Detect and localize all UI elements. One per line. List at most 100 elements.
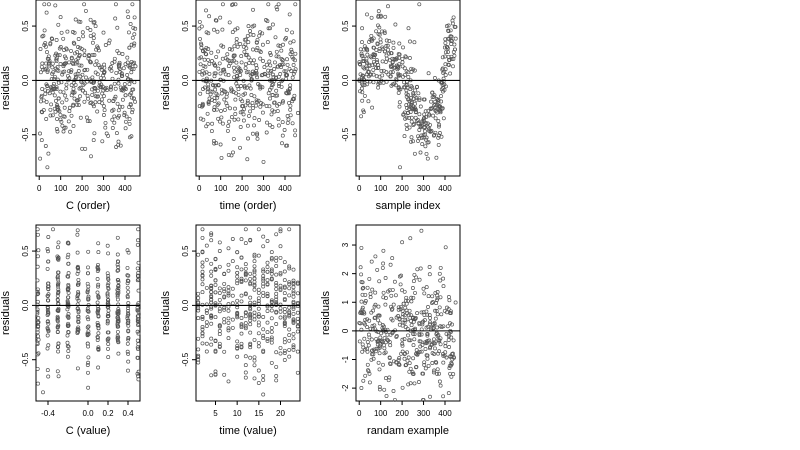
data-point [226, 320, 231, 325]
data-point [55, 324, 60, 329]
data-point [66, 295, 70, 300]
data-point [378, 40, 383, 45]
data-point [201, 63, 206, 68]
data-point [125, 273, 130, 278]
data-point [126, 301, 131, 306]
data-point [447, 345, 452, 349]
data-point [244, 53, 248, 57]
data-point [430, 294, 435, 299]
data-point [433, 308, 438, 313]
data-point [213, 278, 218, 283]
data-point [255, 136, 260, 141]
data-point [126, 336, 131, 341]
data-point [415, 85, 419, 90]
x-tick-label: 200 [395, 184, 409, 193]
data-point [271, 72, 275, 77]
data-point [65, 314, 70, 319]
data-point [250, 61, 255, 66]
data-point [232, 117, 237, 122]
data-point [66, 119, 71, 124]
data-point [388, 262, 393, 267]
data-point [207, 71, 212, 76]
data-point [268, 96, 272, 101]
data-point [413, 326, 418, 331]
y-tick-label: 0.0 [341, 74, 350, 86]
data-point [274, 49, 279, 54]
data-point [126, 318, 131, 323]
data-point [404, 83, 409, 88]
data-point [44, 61, 48, 66]
data-point [369, 15, 374, 20]
data-point [293, 51, 298, 56]
data-point [55, 369, 60, 374]
plot-frame [35, 0, 141, 177]
data-point [76, 308, 81, 313]
data-point [397, 41, 402, 46]
data-point [438, 342, 443, 347]
data-point [363, 317, 368, 322]
data-point [283, 73, 288, 78]
data-point [247, 103, 252, 108]
data-point [261, 336, 266, 341]
data-points [196, 227, 300, 397]
data-point [394, 56, 399, 61]
data-point [280, 133, 285, 138]
data-point [437, 122, 442, 127]
data-point [371, 45, 376, 50]
data-point [243, 326, 248, 331]
data-point [249, 93, 254, 97]
data-point [369, 55, 374, 60]
data-point [282, 310, 287, 315]
data-point [64, 82, 69, 87]
data-point [400, 341, 405, 346]
data-point [383, 59, 388, 64]
data-point [54, 57, 59, 62]
data-point [269, 360, 274, 365]
data-point [86, 360, 91, 365]
data-point [231, 54, 236, 59]
data-point [360, 40, 364, 45]
x-tick-label: 200 [395, 409, 409, 418]
data-point [358, 47, 363, 52]
data-point [46, 284, 50, 289]
data-point [200, 269, 205, 274]
data-point [135, 242, 140, 247]
data-point [72, 41, 77, 46]
data-point [252, 282, 257, 287]
data-point [396, 90, 401, 95]
data-point [35, 330, 40, 335]
data-point [383, 276, 388, 280]
y-tick-label: 3 [341, 242, 350, 247]
data-point [229, 87, 234, 92]
data-point [256, 368, 261, 373]
data-point [106, 355, 111, 360]
data-point [226, 288, 231, 293]
data-point [422, 313, 427, 317]
data-point [289, 69, 294, 73]
data-point [95, 300, 100, 305]
data-point [388, 74, 393, 79]
data-point [126, 359, 131, 364]
data-point [200, 325, 205, 329]
data-point [88, 60, 93, 65]
data-point [122, 110, 127, 115]
data-point [222, 349, 227, 354]
data-point [135, 355, 140, 360]
data-point [114, 145, 119, 149]
data-point [131, 67, 136, 72]
data-point [396, 305, 401, 310]
data-point [274, 255, 279, 260]
data-point [373, 290, 378, 295]
data-point [45, 247, 50, 251]
data-point [66, 344, 71, 349]
data-point [390, 70, 395, 75]
data-point [376, 66, 381, 70]
data-point [282, 260, 287, 265]
data-point [451, 15, 456, 20]
data-point [41, 98, 46, 103]
x-tick-label: 400 [438, 184, 452, 193]
data-point [279, 57, 284, 62]
data-point [386, 378, 391, 383]
data-point [441, 394, 446, 399]
data-point [252, 276, 257, 281]
